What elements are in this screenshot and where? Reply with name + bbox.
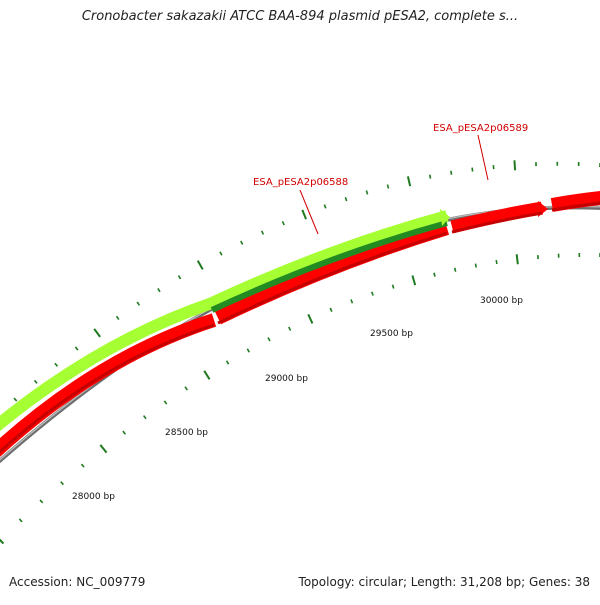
inner-tick-0 <box>0 536 3 543</box>
outer-tick-2 <box>34 380 37 383</box>
outer-tick-22 <box>451 171 452 175</box>
inner-tick-12 <box>247 349 249 352</box>
inner-tick-15 <box>308 314 312 323</box>
outer-tick-18 <box>366 191 367 195</box>
inner-tick-16 <box>330 308 332 312</box>
reverse-strand-shade <box>0 202 600 470</box>
inner-tick-25 <box>517 254 518 264</box>
inner-tick-2 <box>40 500 43 503</box>
outer-tick-7 <box>137 302 139 305</box>
inner-tick-18 <box>372 292 373 296</box>
inner-tick-3 <box>61 482 64 485</box>
inner-tick-11 <box>227 361 229 364</box>
inner-tick-24 <box>496 260 497 264</box>
inner-tick-20 <box>412 276 415 286</box>
outer-tick-20 <box>408 176 410 186</box>
inner-tick-19 <box>392 285 393 289</box>
inner-tick-21 <box>434 273 435 277</box>
inner-tick-14 <box>289 327 291 331</box>
outer-tick-9 <box>179 275 181 278</box>
gene-arc-reverse-3[interactable] <box>452 208 542 227</box>
outer-tick-17 <box>345 197 346 201</box>
inner-tick-10 <box>204 371 209 379</box>
inner-tick-17 <box>351 300 352 304</box>
outer-tick-11 <box>220 252 222 256</box>
gene-label-esa-pesa2p06589[interactable]: ESA_pESA2p06589 <box>433 123 528 134</box>
outer-tick-5 <box>94 329 100 337</box>
outer-tick-8 <box>158 288 160 291</box>
inner-tick-7 <box>144 416 146 419</box>
outer-tick-19 <box>387 185 388 189</box>
backbone-track <box>0 207 600 483</box>
backbone-highlight <box>0 206 600 482</box>
outer-tick-16 <box>324 205 325 209</box>
scale-label-30000: 30000 bp <box>480 296 523 306</box>
inner-tick-9 <box>185 387 187 390</box>
inner-tick-13 <box>268 338 270 342</box>
scale-label-29000: 29000 bp <box>265 374 308 384</box>
inner-tick-6 <box>123 431 125 434</box>
outer-tick-6 <box>117 316 119 319</box>
outer-tick-12 <box>241 241 243 245</box>
page-title: Cronobacter sakazakii ATCC BAA-894 plasm… <box>0 9 600 24</box>
outer-tick-23 <box>472 168 473 172</box>
outer-tick-13 <box>262 231 264 235</box>
plasmid-summary: Topology: circular; Length: 31,208 bp; G… <box>299 575 590 589</box>
inner-tick-23 <box>475 264 476 268</box>
outer-tick-3 <box>55 363 58 366</box>
scale-label-28000: 28000 bp <box>72 492 115 502</box>
outer-tick-10 <box>198 261 203 270</box>
scale-label-28500: 28500 bp <box>165 428 208 438</box>
accession-label: Accession: NC_009779 <box>9 575 145 589</box>
inner-tick-22 <box>455 268 456 272</box>
leader-line-gene-2 <box>478 135 488 180</box>
outer-tick-1 <box>14 398 17 401</box>
outer-tick-14 <box>283 221 285 225</box>
outer-tick-21 <box>430 175 431 179</box>
outer-tick-15 <box>302 210 306 219</box>
inner-tick-8 <box>164 401 166 404</box>
outer-tick-25 <box>514 160 515 170</box>
inner-tick-4 <box>81 464 84 467</box>
scale-label-29500: 29500 bp <box>370 329 413 339</box>
reverse-strand-genes <box>0 197 600 470</box>
outer-tick-4 <box>75 347 77 350</box>
inner-tick-5 <box>100 445 106 453</box>
gene-label-esa-pesa2p06588[interactable]: ESA_pESA2p06588 <box>253 177 348 188</box>
inner-tick-1 <box>19 519 22 522</box>
